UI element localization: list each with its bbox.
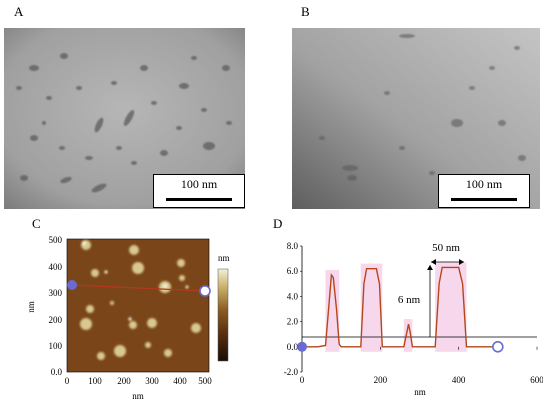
afm-y-tick-100: 100 [49,341,63,351]
profile-series-line [302,266,498,348]
afm-map-c: 500 400 300 200 100 0.0 nm 0 100 200 300… [26,235,230,401]
profile-y-tick-0: -2.0 [284,367,299,377]
width-annotation: 50 nm [432,242,460,254]
profile-y-tick-1: 0.0 [287,342,299,352]
profile-peak-band-0 [325,269,340,352]
profile-peak-band-1 [360,263,383,352]
scale-bar-a: 100 nm [153,174,245,208]
profile-y-tick-2: 2.0 [287,317,299,327]
afm-y-tick-300: 300 [49,288,63,298]
scale-bar-b: 100 nm [438,174,530,208]
profile-y-tick-3: 4.0 [287,291,299,301]
afm-colorbar-label: nm [218,253,230,263]
scale-bar-b-line [451,198,517,201]
scale-bar-a-line [166,198,232,201]
profile-peak-band-3 [435,262,467,352]
profile-chart-d: -2.00.02.04.06.08.0 0 200 400 600 nm 50 nm … [284,241,543,397]
afm-y-label: nm [26,301,36,313]
profile-x-tick-1: 200 [374,375,388,385]
afm-x-tick-200: 200 [117,376,131,386]
width-arrow-right-head [459,259,464,265]
afm-colorbar [217,268,229,362]
profile-start-marker [297,341,307,352]
height-annotation: 6 nm [398,294,421,306]
profile-y-tick-4: 6.0 [287,266,299,276]
panel-c-letter: C [32,216,41,231]
profile-peak-highlights [325,262,467,352]
afm-x-tick-300: 300 [145,376,159,386]
afm-start-marker [67,280,77,290]
panel-d-letter: D [273,216,283,231]
profile-x-label: nm [414,387,426,397]
panel-b-letter: B [301,4,310,19]
afm-y-tick-0: 0.0 [51,367,63,377]
width-arrow-left-head [431,259,436,265]
afm-y-tick-400: 400 [49,262,63,272]
profile-y-ticks: -2.0 0.0 2.0 4.0 6.0 8.0 [284,241,302,377]
afm-x-tick-0: 0 [65,376,70,386]
height-arrow-head [427,265,433,270]
afm-x-ticks: 0 100 200 300 400 500 [65,376,213,386]
profile-peak-band-2 [403,319,413,352]
profile-x-ticks: 0 200 400 600 [300,346,543,385]
afm-profile-line [71,284,206,292]
profile-y-tick-5: 8.0 [287,241,299,251]
profile-end-marker [492,341,504,353]
profile-x-tick-3: 600 [530,375,543,385]
afm-x-tick-500: 500 [198,376,212,386]
afm-x-tick-400: 400 [173,376,187,386]
afm-end-marker [199,285,211,297]
afm-x-label: nm [132,391,144,401]
afm-y-tick-200: 200 [49,315,63,325]
profile-x-tick-2: 400 [452,375,466,385]
afm-x-tick-100: 100 [88,376,102,386]
scale-bar-a-label: 100 nm [180,177,218,191]
profile-x-tick-0: 0 [300,375,305,385]
panel-a-letter: A [14,4,24,19]
afm-y-ticks: 500 400 300 200 100 0.0 [49,235,63,377]
afm-y-tick-500: 500 [49,235,63,245]
scale-bar-b-label: 100 nm [465,177,503,191]
tem-image-b: 100 nm [292,28,540,209]
tem-image-a: 100 nm [4,28,245,209]
